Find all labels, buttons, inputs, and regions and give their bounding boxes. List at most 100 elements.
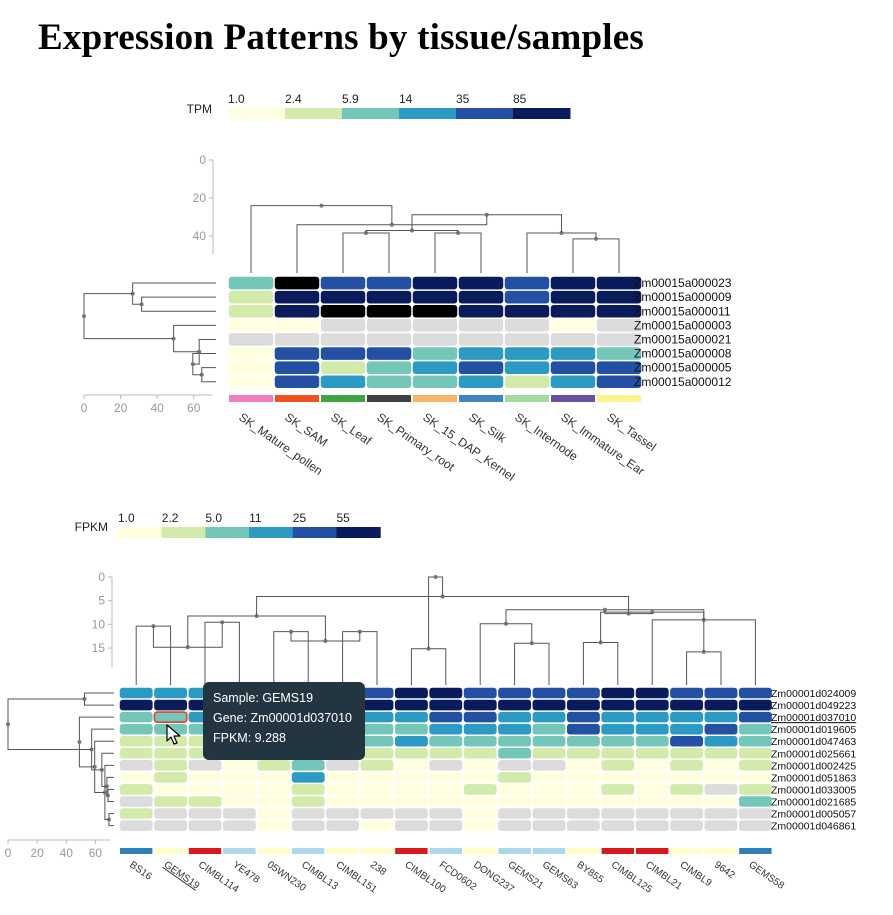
- heatmap-cell: [550, 375, 596, 389]
- heatmap-cell: [291, 760, 325, 771]
- heatmap-cell: [635, 699, 669, 711]
- heatmap-cell: [596, 347, 642, 360]
- column-label: CIMBL9: [678, 859, 714, 889]
- heatmap-cell: [274, 276, 320, 290]
- heatmap-cell: [498, 687, 532, 699]
- heatmap-cell: [154, 760, 188, 771]
- heatmap-cell: [532, 796, 566, 807]
- heatmap-cell: [498, 820, 532, 831]
- column-group-swatch: [292, 848, 325, 854]
- page-title: Expression Patterns by tissue/samples: [38, 17, 644, 58]
- heatmap-cell: [412, 347, 458, 360]
- heatmap-cell: [704, 687, 738, 699]
- heatmap-cell: [504, 276, 550, 290]
- heatmap-cell: [532, 687, 566, 699]
- heatmap-cell: [257, 772, 291, 783]
- heatmap-cell: [704, 723, 738, 735]
- heatmap-cell: [504, 347, 550, 360]
- heatmap-cell: [154, 748, 188, 759]
- heatmap-cell: [635, 796, 669, 807]
- heatmap-cell: [257, 784, 291, 795]
- heatmap-cell: [360, 687, 394, 699]
- row-label: Zm00015a000012: [634, 375, 732, 389]
- heatmap-cell: [394, 699, 428, 711]
- heatmap-cell: [320, 304, 366, 318]
- heatmap-cell: [566, 796, 600, 807]
- heatmap-cell: [550, 361, 596, 374]
- heatmap-cell: [119, 687, 153, 699]
- heatmap-cell: [412, 319, 458, 332]
- heatmap-cell: [360, 784, 394, 795]
- heatmap-cell: [601, 711, 635, 723]
- axis-tick-label: 40: [60, 846, 74, 860]
- heatmap-cell: [291, 772, 325, 783]
- column-group-swatch: [739, 848, 772, 854]
- heatmap-cell: [532, 735, 566, 747]
- heatmap-cell: [228, 347, 274, 360]
- heatmap-cell: [635, 760, 669, 771]
- heatmap-cell: [394, 808, 428, 819]
- heatmap-cell: [429, 687, 463, 699]
- heatmap-cell: [429, 760, 463, 771]
- heatmap-cell: [257, 760, 291, 771]
- heatmap-cell: [498, 772, 532, 783]
- heatmap-cell: [291, 784, 325, 795]
- heatmap-cell: [463, 687, 497, 699]
- column-group-swatch: [413, 395, 457, 402]
- heatmap-cell: [429, 723, 463, 735]
- heatmap-cell: [360, 796, 394, 807]
- column-group-bar: [120, 848, 772, 854]
- legend-break-label: 85: [513, 92, 527, 106]
- heatmap-cell: [458, 276, 504, 290]
- heatmap-cell: [532, 784, 566, 795]
- heatmap-cell: [566, 760, 600, 771]
- heatmap-cell: [550, 333, 596, 346]
- heatmap-cell: [360, 735, 394, 747]
- axis-tick-label: 20: [114, 401, 128, 415]
- heatmap-cell: [188, 760, 222, 771]
- heatmap-cell: [504, 333, 550, 346]
- heatmap-cell: [601, 760, 635, 771]
- heatmap-cell: [635, 820, 669, 831]
- axis-tick-label: 0: [199, 153, 206, 167]
- heatmap-cell: [154, 711, 188, 723]
- dendrogram-branch: [78, 716, 114, 768]
- heatmap-cell: [601, 820, 635, 831]
- heatmap-cell: [228, 361, 274, 374]
- heatmap-cell: [154, 772, 188, 783]
- heatmap-cell: [119, 808, 153, 819]
- fpkm-heatmap: FPKM 1.0 2.2 5.0 11 25 55 0 5 10 15 0 20 40 60 Zm00001d…: [5, 511, 857, 896]
- legend-swatch: [342, 108, 400, 119]
- column-label: 238: [368, 859, 388, 878]
- heatmap-cell: [550, 304, 596, 318]
- heatmap-cell: [366, 290, 412, 304]
- heatmap-cell: [412, 375, 458, 389]
- heatmap-cell: [463, 760, 497, 771]
- heatmap-cell: [257, 820, 291, 831]
- heatmap-cell: [670, 772, 704, 783]
- legend-swatch: [205, 527, 250, 538]
- legend-break-label: 5.9: [342, 92, 359, 106]
- heatmap-cell: [188, 820, 222, 831]
- row-label: Zm00001d005057: [771, 809, 856, 821]
- heatmap-cell: [596, 304, 642, 318]
- dendrogram-branch: [505, 609, 705, 652]
- heatmap-cell: [222, 760, 256, 771]
- legend-break-label: 11: [249, 511, 262, 525]
- column-dendrogram-axis: 0 5 10 15: [92, 570, 113, 667]
- heatmap-cell: [119, 820, 153, 831]
- dendrogram-node: [77, 739, 82, 744]
- legend-break-label: 1.0: [118, 511, 135, 525]
- selected-cell-outline: [153, 711, 188, 723]
- heatmap-cell: [366, 375, 412, 389]
- heatmap-cell: [366, 361, 412, 374]
- heatmap-cell: [429, 735, 463, 747]
- heatmap-cell: [550, 290, 596, 304]
- dendrogram-branch: [410, 648, 447, 685]
- column-group-swatch: [704, 848, 738, 854]
- heatmap-cell: [154, 784, 188, 795]
- axis-tick-label: 15: [92, 641, 106, 655]
- legend-break-label: 2.4: [285, 92, 302, 106]
- dendrogram-branch: [572, 238, 620, 273]
- heatmap-cell: [532, 748, 566, 759]
